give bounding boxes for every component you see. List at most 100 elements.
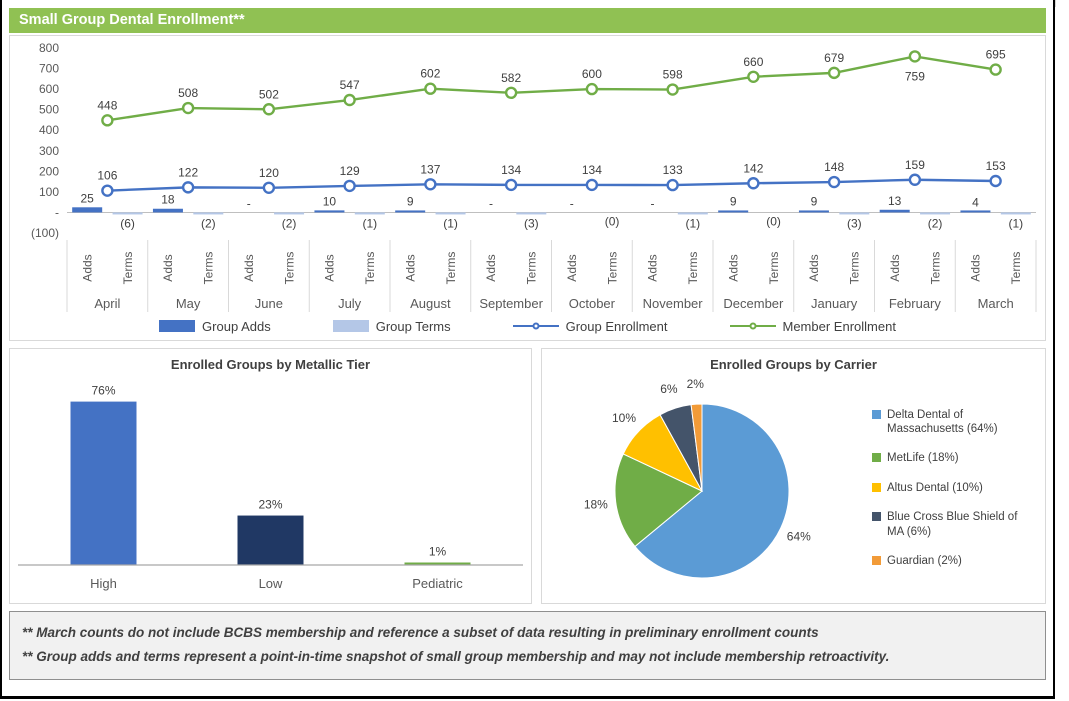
svg-text:Adds: Adds — [888, 254, 902, 281]
svg-text:10: 10 — [323, 194, 337, 208]
svg-text:(6): (6) — [120, 216, 135, 230]
svg-text:March: March — [978, 296, 1014, 311]
svg-text:November: November — [643, 296, 704, 311]
legend-label: Member Enrollment — [782, 318, 896, 334]
svg-text:(1): (1) — [362, 216, 377, 230]
svg-text:(3): (3) — [847, 216, 862, 230]
svg-text:June: June — [255, 296, 283, 311]
svg-text:679: 679 — [824, 51, 844, 65]
group-terms-bars: (6) (2) (2) (1) (1) (3) (0) (1) (0) (3) (2) (1) — [112, 212, 1031, 230]
svg-text:Adds: Adds — [242, 254, 256, 281]
svg-text:Terms: Terms — [1009, 252, 1023, 285]
footnote-1: ** March counts do not include BCBS memb… — [22, 625, 819, 640]
group-enrollment-line: 106 122 120 129 137 134 134 133 142 148 159 153 — [97, 158, 1006, 197]
svg-text:Adds: Adds — [484, 254, 498, 281]
pie-legend-blue-cross-blue-shield-of-ma: Blue Cross Blue Shield of MA (6%) — [872, 510, 1034, 539]
svg-text:159: 159 — [905, 158, 925, 172]
svg-text:Adds: Adds — [726, 254, 740, 281]
svg-text:August: August — [410, 296, 451, 311]
svg-text:(100): (100) — [31, 226, 59, 240]
svg-text:695: 695 — [986, 48, 1006, 62]
svg-text:23%: 23% — [258, 498, 282, 512]
svg-text:134: 134 — [501, 163, 521, 177]
pie-slice-delta-dental-of-massachusetts — [634, 403, 790, 579]
metlife-swatch-icon — [872, 453, 881, 463]
svg-text:508: 508 — [178, 86, 198, 100]
pie-legend: Delta Dental of Massachusetts (64%) MetLi… — [872, 408, 1040, 569]
carrier-pie-chart: 64% 18% 10% 6% 2% — [584, 377, 811, 579]
svg-text:148: 148 — [824, 160, 844, 174]
legend-label: Group Terms — [375, 318, 451, 334]
svg-text:106: 106 — [97, 169, 117, 183]
svg-text:9: 9 — [730, 195, 737, 209]
svg-text:-: - — [55, 205, 59, 219]
legend-group-terms: Group Terms — [332, 318, 451, 334]
svg-text:10%: 10% — [612, 411, 636, 425]
svg-text:Adds: Adds — [161, 254, 175, 281]
svg-text:(2): (2) — [928, 216, 943, 230]
svg-text:Terms: Terms — [444, 252, 458, 285]
svg-text:Adds: Adds — [80, 254, 94, 281]
pie-legend-guardian: Guardian (2%) — [872, 554, 1034, 568]
svg-text:500: 500 — [39, 103, 59, 117]
svg-text:660: 660 — [743, 55, 763, 69]
svg-text:582: 582 — [501, 71, 521, 85]
group-enrollment-swatch-icon — [512, 320, 559, 333]
page-title: Small Group Dental Enrollment** — [19, 12, 245, 28]
svg-text:January: January — [811, 296, 858, 311]
svg-text:Adds: Adds — [565, 254, 579, 281]
svg-text:120: 120 — [259, 166, 279, 180]
svg-text:Terms: Terms — [767, 252, 781, 285]
svg-text:Adds: Adds — [807, 254, 821, 281]
svg-text:Adds: Adds — [969, 254, 983, 281]
svg-text:9: 9 — [811, 195, 818, 209]
svg-text:(0): (0) — [766, 214, 781, 228]
svg-text:2%: 2% — [687, 377, 705, 391]
blue-cross-blue-shield-of-ma-swatch-icon — [872, 512, 881, 522]
pie-legend-delta-dental-of-massachusetts: Delta Dental of Massachusetts (64%) — [872, 408, 1034, 437]
svg-text:800: 800 — [39, 41, 59, 55]
svg-text:December: December — [723, 296, 784, 311]
carrier-title: Enrolled Groups by Carrier — [710, 357, 877, 372]
combo-y-axis: 800 700 600 500 400 300 200 100 - (100) — [31, 41, 1036, 240]
combo-chart-legend: Group Adds Group Terms Group Enrollment Mem… — [10, 314, 1045, 338]
group-terms-swatch-icon — [332, 320, 369, 332]
carrier-panel: Enrolled Groups by Carrier 64% 18% 10% 6% 2%… — [541, 348, 1046, 604]
metallic-tier-chart: 76% High 23% Low 1% Pediatric — [18, 384, 523, 591]
svg-text:May: May — [176, 296, 201, 311]
svg-text:(2): (2) — [201, 216, 216, 230]
svg-text:1%: 1% — [429, 545, 447, 559]
svg-text:(1): (1) — [1008, 216, 1023, 230]
legend-label: Group Adds — [202, 318, 271, 334]
svg-text:547: 547 — [340, 78, 360, 92]
svg-text:Adds: Adds — [323, 254, 337, 281]
pie-legend-label: MetLife (18%) — [887, 452, 959, 465]
altus-dental-swatch-icon — [872, 482, 881, 492]
metallic-tier-panel: Enrolled Groups by Metallic Tier 76% High… — [9, 348, 532, 604]
legend-group-adds: Group Adds — [159, 319, 271, 334]
metallic-tier-title: Enrolled Groups by Metallic Tier — [170, 357, 371, 372]
svg-text:9: 9 — [407, 195, 414, 209]
svg-text:Terms: Terms — [848, 252, 862, 285]
svg-text:(1): (1) — [685, 216, 700, 230]
svg-text:February: February — [889, 296, 942, 311]
svg-text:Terms: Terms — [525, 252, 539, 285]
legend-member-enrollment: Member Enrollment — [729, 318, 896, 334]
svg-text:134: 134 — [582, 163, 602, 177]
svg-text:153: 153 — [986, 159, 1006, 173]
svg-text:400: 400 — [39, 123, 59, 137]
svg-text:Terms: Terms — [686, 252, 700, 285]
footnotes-box: ** March counts do not include BCBS memb… — [9, 611, 1046, 680]
svg-text:137: 137 — [420, 162, 440, 176]
legend-group-enrollment: Group Enrollment — [512, 319, 668, 334]
svg-text:(3): (3) — [524, 216, 539, 230]
svg-text:(2): (2) — [282, 216, 297, 230]
svg-text:18%: 18% — [584, 497, 608, 511]
svg-text:Terms: Terms — [121, 252, 135, 285]
member-enrollment-line: 448 508 502 547 602 582 600 598 660 679 759 695 — [97, 48, 1006, 127]
pie-legend-label: Altus Dental (10%) — [887, 481, 983, 494]
svg-text:13: 13 — [888, 194, 902, 208]
bottom-charts-row: Enrolled Groups by Metallic Tier 76% High… — [9, 348, 1046, 604]
